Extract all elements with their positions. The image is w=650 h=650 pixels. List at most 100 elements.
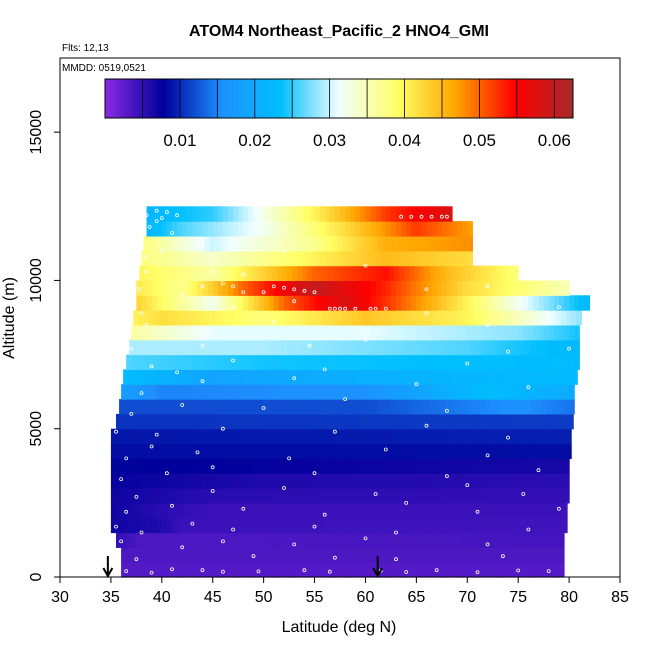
heatmap-cell [446, 428, 453, 445]
heatmap-cell [281, 265, 288, 282]
heatmap-cell [131, 488, 137, 504]
heatmap-cell [343, 339, 349, 356]
heatmap-cell [253, 547, 260, 563]
heatmap-cell [250, 369, 257, 385]
heatmap-cell [182, 384, 188, 400]
heatmap-cell [316, 310, 323, 326]
heatmap-cell [470, 265, 477, 282]
heatmap-cell [209, 369, 216, 385]
heatmap-cell [141, 250, 148, 267]
observation-point [557, 506, 561, 511]
observation-point [154, 208, 159, 213]
heatmap-cell [411, 221, 417, 237]
heatmap-cell [370, 428, 377, 445]
heatmap-cell [482, 443, 489, 459]
observation-point [271, 319, 276, 324]
heatmap-cell [168, 369, 175, 385]
heatmap-cell [348, 399, 354, 415]
heatmap-cell [360, 517, 367, 534]
heatmap-cell [299, 413, 305, 430]
heatmap-cell [334, 206, 341, 222]
heatmap-cell [166, 295, 173, 311]
heatmap-cell [304, 280, 311, 296]
heatmap-cell [289, 206, 295, 222]
colorbar-tick-label: 0.05 [463, 131, 496, 150]
heatmap-cell [521, 339, 527, 356]
heatmap-cell [492, 517, 499, 534]
heatmap-cell [477, 384, 484, 400]
heatmap-cell [258, 562, 265, 578]
heatmap-cell [233, 473, 239, 489]
heatmap-cell [159, 339, 166, 356]
heatmap-cell [439, 399, 446, 415]
heatmap-cell [513, 280, 519, 296]
heatmap-cell [574, 295, 580, 311]
heatmap-cell [248, 250, 255, 267]
heatmap-cell [441, 428, 448, 445]
heatmap-cell [502, 354, 509, 370]
heatmap-cell [256, 399, 263, 415]
heatmap-cell [187, 250, 193, 267]
flight-arrow [102, 556, 114, 579]
heatmap-cell [426, 473, 433, 489]
heatmap-cell [230, 369, 236, 385]
heatmap-cell [275, 369, 282, 385]
heatmap-cell [404, 265, 410, 282]
heatmap-cell [248, 221, 255, 237]
heatmap-cell [230, 310, 236, 326]
heatmap-cell [401, 458, 407, 474]
heatmap-cell [289, 458, 295, 474]
heatmap-cell [398, 235, 404, 252]
heatmap-cell [161, 488, 168, 504]
heatmap-cell [497, 562, 504, 578]
heatmap-cell [416, 502, 423, 519]
observation-point [220, 539, 225, 544]
heatmap-cell [309, 413, 316, 430]
heatmap-cell [258, 354, 265, 370]
heatmap-cell [390, 532, 397, 548]
heatmap-cell [141, 458, 148, 474]
observation-point [409, 214, 414, 219]
heatmap-cell [426, 428, 433, 445]
heatmap-cell [141, 488, 148, 504]
heatmap-cell [291, 310, 297, 326]
heatmap-cell [289, 532, 295, 548]
heatmap-cell [204, 369, 211, 385]
heatmap-cell [401, 413, 407, 430]
heatmap-cell [268, 221, 275, 237]
observation-point [231, 305, 236, 310]
heatmap-cell [553, 532, 560, 548]
heatmap-cell [452, 354, 458, 370]
heatmap-cell [436, 488, 443, 504]
x-axis-label: Latitude (deg N) [282, 619, 397, 636]
observation-point [241, 506, 246, 511]
heatmap-cell [396, 221, 402, 237]
heatmap-cell [462, 250, 468, 267]
heatmap-cell [352, 310, 358, 326]
heatmap-cell [457, 502, 463, 519]
heatmap-cell [390, 413, 397, 430]
heatmap-cell [492, 384, 499, 400]
heatmap-cell [233, 413, 239, 430]
heatmap-cell [161, 295, 168, 311]
heatmap-cell [207, 206, 214, 222]
heatmap-cell [459, 310, 465, 326]
heatmap-cell [194, 369, 201, 385]
heatmap-cell [365, 532, 372, 548]
heatmap-cell [172, 502, 178, 519]
observation-point [200, 568, 205, 573]
heatmap-cell [370, 473, 377, 489]
y-tick-label: 0 [28, 572, 45, 581]
heatmap-cell [497, 458, 504, 474]
heatmap-cell [441, 473, 448, 489]
observation-point [434, 568, 439, 573]
heatmap-cell [233, 384, 239, 400]
heatmap-cell [434, 339, 441, 356]
heatmap-cell [332, 265, 339, 282]
heatmap-cell [350, 413, 356, 430]
heatmap-cell [143, 369, 150, 385]
heatmap-cell [564, 428, 570, 445]
heatmap-cell [520, 310, 526, 326]
heatmap-cell [543, 280, 550, 296]
heatmap-cell [502, 413, 509, 430]
